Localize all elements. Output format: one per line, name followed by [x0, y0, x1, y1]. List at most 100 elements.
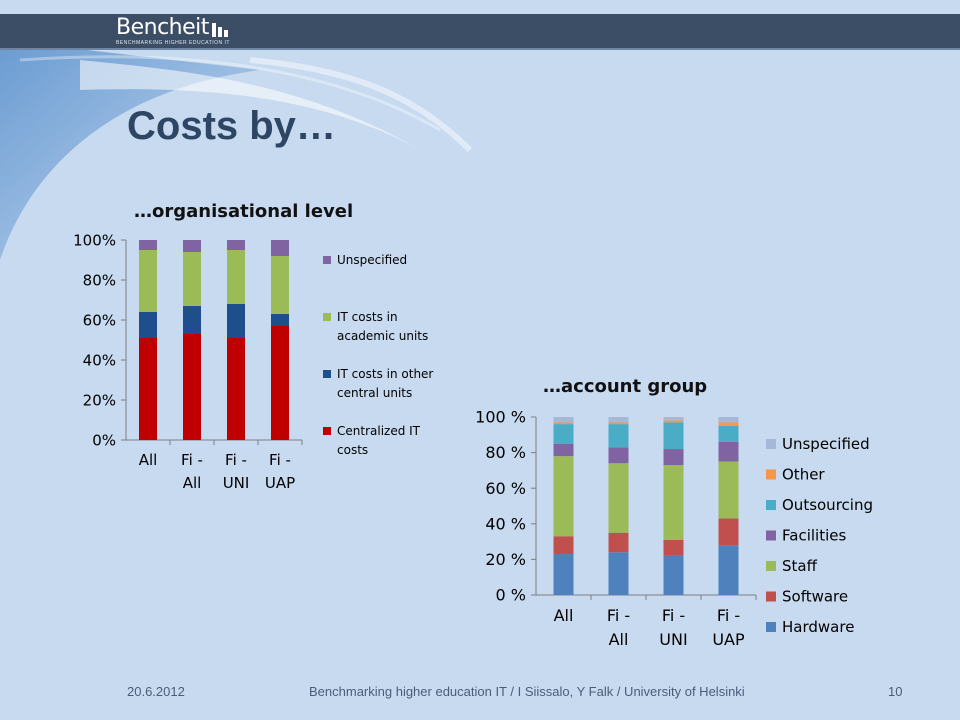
footer-page-number: 10 — [888, 684, 903, 699]
footer-date: 20.6.2012 — [127, 684, 185, 699]
bar-it-costs-in-other-central-units — [183, 306, 201, 334]
bar-hardware — [718, 545, 739, 595]
y-tick-label: 80% — [83, 271, 116, 289]
account-chart-title: …account group — [543, 376, 708, 397]
bar-it-costs-in-other-central-units — [139, 312, 157, 338]
footer-credit: Benchmarking higher education IT / I Sii… — [309, 684, 745, 699]
legend-label-centralized-it-costs: Centralized IT — [337, 424, 421, 438]
bar-staff — [553, 456, 574, 537]
org-chart-title: …organisational level — [134, 201, 354, 222]
legend-label-unspecified: Unspecified — [782, 435, 870, 453]
legend-label-unspecified: Unspecified — [337, 253, 407, 267]
legend-swatch-it-costs-in-other-central-units — [323, 370, 331, 378]
bar-unspecified — [227, 240, 245, 250]
bar-other — [553, 422, 574, 425]
bar-unspecified — [271, 240, 289, 256]
bar-facilities — [718, 441, 739, 462]
legend-label-facilities: Facilities — [782, 527, 846, 545]
legend-swatch-unspecified — [323, 256, 331, 264]
bar-centralized-it-costs — [271, 326, 289, 440]
legend-label-outsourcing: Outsourcing — [782, 496, 873, 514]
bar-unspecified — [139, 240, 157, 250]
y-tick-label: 0 % — [496, 586, 526, 605]
bar-it-costs-in-academic-units — [183, 252, 201, 306]
x-tick-label: All — [183, 474, 202, 492]
bar-other — [663, 420, 684, 423]
bar-unspecified — [718, 417, 739, 423]
x-tick-label: All — [609, 630, 629, 649]
header-bar: Bencheit BENCHMARKING HIGHER EDUCATION I… — [0, 14, 960, 50]
bar-outsourcing — [608, 424, 629, 448]
bar-unspecified — [553, 417, 574, 423]
bar-other — [608, 422, 629, 425]
bar-outsourcing — [718, 425, 739, 442]
legend-label-hardware: Hardware — [782, 618, 854, 636]
bar-outsourcing — [663, 422, 684, 450]
y-tick-label: 20% — [83, 391, 116, 409]
bar-it-costs-in-academic-units — [139, 250, 157, 312]
y-tick-label: 0% — [92, 431, 116, 449]
logo-text: Bencheit — [116, 15, 209, 40]
legend-swatch-software — [766, 591, 776, 602]
x-tick-label: Fi - — [269, 451, 291, 469]
bar-other — [718, 422, 739, 426]
bar-outsourcing — [553, 424, 574, 444]
x-tick-label: Fi - — [225, 451, 247, 469]
logo-bars-icon — [212, 23, 228, 37]
bar-centralized-it-costs — [139, 338, 157, 440]
y-tick-label: 100% — [73, 231, 116, 249]
bar-it-costs-in-other-central-units — [227, 304, 245, 338]
bar-staff — [718, 461, 739, 519]
bar-software — [718, 518, 739, 546]
bar-centralized-it-costs — [183, 334, 201, 440]
logo-tagline: BENCHMARKING HIGHER EDUCATION IT — [116, 40, 230, 46]
organisational-level-chart: 0% 20% 40% 60% 80% 100% All Fi - All Fi - UNI Fi - U… — [73, 231, 433, 492]
legend-swatch-other — [766, 469, 776, 480]
bar-unspecified — [663, 417, 684, 421]
legend-label-software: Software — [782, 588, 848, 606]
x-tick-label: Fi - — [717, 606, 740, 625]
bar-unspecified — [608, 417, 629, 423]
bar-staff — [663, 465, 684, 540]
x-tick-label: All — [554, 606, 574, 625]
legend-label-staff: Staff — [782, 557, 818, 575]
x-tick-label: UNI — [659, 630, 687, 649]
legend-swatch-centralized-it-costs — [323, 427, 331, 435]
bar-facilities — [608, 447, 629, 464]
bar-it-costs-in-academic-units — [227, 250, 245, 304]
legend-swatch-hardware — [766, 622, 776, 632]
legend-label-other: Other — [782, 466, 825, 484]
legend-swatch-staff — [766, 561, 776, 571]
x-tick-label: UNI — [223, 474, 250, 492]
bar-facilities — [553, 443, 574, 457]
y-tick-label: 40% — [83, 351, 116, 369]
bar-hardware — [663, 555, 684, 595]
y-tick-label: 60% — [83, 311, 116, 329]
x-tick-label: Fi - — [662, 606, 685, 625]
bar-software — [608, 532, 629, 553]
bar-it-costs-in-other-central-units — [271, 314, 289, 326]
x-tick-label: Fi - — [607, 606, 630, 625]
legend-swatch-it-costs-in-academic-units — [323, 313, 331, 321]
bar-software — [553, 536, 574, 555]
y-tick-label: 40 % — [485, 514, 526, 533]
bar-hardware — [553, 554, 574, 595]
bencheit-logo: Bencheit BENCHMARKING HIGHER EDUCATION I… — [116, 15, 230, 47]
bar-staff — [608, 463, 629, 533]
y-tick-label: 100 % — [475, 408, 526, 427]
legend-label-it-costs-in-academic-units: IT costs in — [337, 310, 398, 324]
bar-unspecified — [183, 240, 201, 252]
y-tick-label: 60 % — [485, 479, 526, 498]
y-tick-label: 20 % — [485, 550, 526, 569]
bar-facilities — [663, 449, 684, 466]
account-group-chart: 0 % 20 % 40 % 60 % 80 % 100 % All Fi - All Fi - UN… — [475, 408, 873, 649]
legend-swatch-unspecified — [766, 439, 776, 449]
legend-label-it-costs-in-other-central-units: central units — [337, 386, 412, 400]
slide-title: Costs by… — [127, 104, 336, 148]
x-tick-label: Fi - — [181, 451, 203, 469]
x-tick-label: UAP — [712, 630, 745, 649]
bar-centralized-it-costs — [227, 338, 245, 440]
x-tick-label: UAP — [265, 474, 295, 492]
legend-label-centralized-it-costs: costs — [337, 443, 368, 457]
